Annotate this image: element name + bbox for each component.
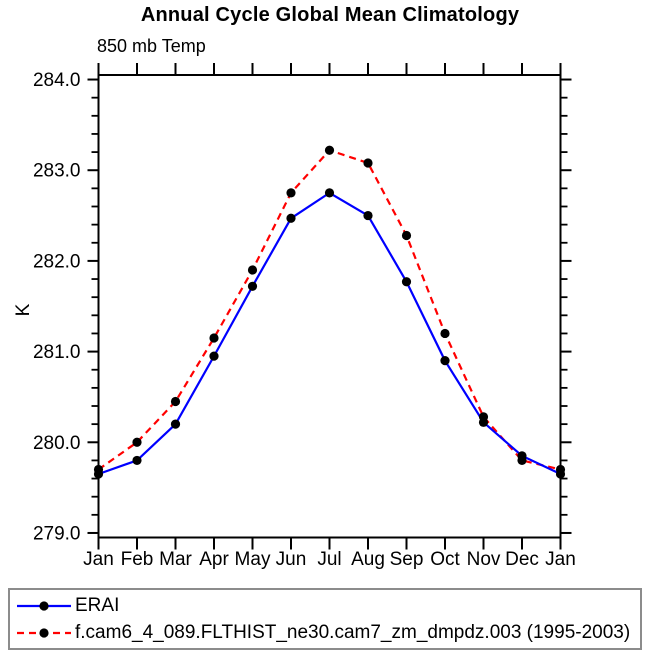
- month-label: Oct: [430, 549, 460, 570]
- model-marker: [440, 328, 450, 339]
- erai-marker: [132, 455, 142, 466]
- legend-box: ERAI f.cam6_4_089.FLTHIST_ne30.cam7_zm_d…: [8, 588, 642, 650]
- month-label: Jun: [276, 549, 307, 570]
- erai-marker: [440, 356, 450, 366]
- erai-marker: [401, 277, 412, 287]
- legend-item-erai: ERAI: [10, 592, 640, 619]
- month-label: Dec: [505, 549, 539, 570]
- chart-subtitle: 850 mb Temp: [97, 36, 206, 56]
- y-tick-label: 283.0: [33, 161, 81, 182]
- model-marker: [132, 437, 142, 447]
- model-marker: [363, 158, 373, 168]
- month-label: Jan: [545, 549, 576, 570]
- model-marker: [517, 455, 527, 466]
- month-label: Jan: [83, 549, 114, 570]
- month-label: Jul: [317, 549, 341, 570]
- erai-marker: [170, 419, 181, 429]
- model-marker: [555, 464, 566, 475]
- legend-label-erai: ERAI: [75, 595, 120, 616]
- model-marker: [401, 230, 412, 241]
- erai-marker: [363, 210, 373, 221]
- month-label: Mar: [159, 549, 192, 570]
- y-tick-label: 279.0: [33, 523, 81, 544]
- model-line-sample-icon: [17, 627, 71, 638]
- y-tick-label: 281.0: [33, 342, 81, 363]
- model-marker: [170, 396, 181, 407]
- model-marker: [286, 188, 296, 198]
- model-marker: [478, 412, 489, 422]
- month-label: Feb: [121, 549, 154, 570]
- model-marker: [247, 265, 258, 275]
- erai-line: [98, 191, 561, 476]
- erai-marker: [247, 281, 258, 291]
- month-label: Apr: [199, 549, 229, 570]
- erai-line-sample-icon: [17, 600, 71, 611]
- legend-label-model: f.cam6_4_089.FLTHIST_ne30.cam7_zm_dmpdz.…: [75, 622, 631, 643]
- erai-marker: [324, 188, 335, 198]
- model-marker: [93, 464, 104, 475]
- month-label: Sep: [390, 549, 424, 570]
- legend-item-model: f.cam6_4_089.FLTHIST_ne30.cam7_zm_dmpdz.…: [10, 619, 640, 646]
- model-marker: [324, 145, 335, 155]
- erai-marker: [209, 351, 219, 361]
- y-tick-label: 284.0: [33, 70, 81, 91]
- month-label: Nov: [467, 549, 501, 570]
- model-marker: [209, 333, 219, 343]
- month-label: May: [235, 549, 271, 570]
- month-label: Aug: [351, 549, 385, 570]
- model-line: [97, 149, 561, 471]
- y-tick-label: 280.0: [33, 433, 81, 454]
- chart-title: Annual Cycle Global Mean Climatology: [140, 4, 520, 26]
- y-tick-label: 282.0: [33, 251, 81, 272]
- plot-frame: [97, 74, 562, 539]
- erai-marker: [286, 213, 296, 223]
